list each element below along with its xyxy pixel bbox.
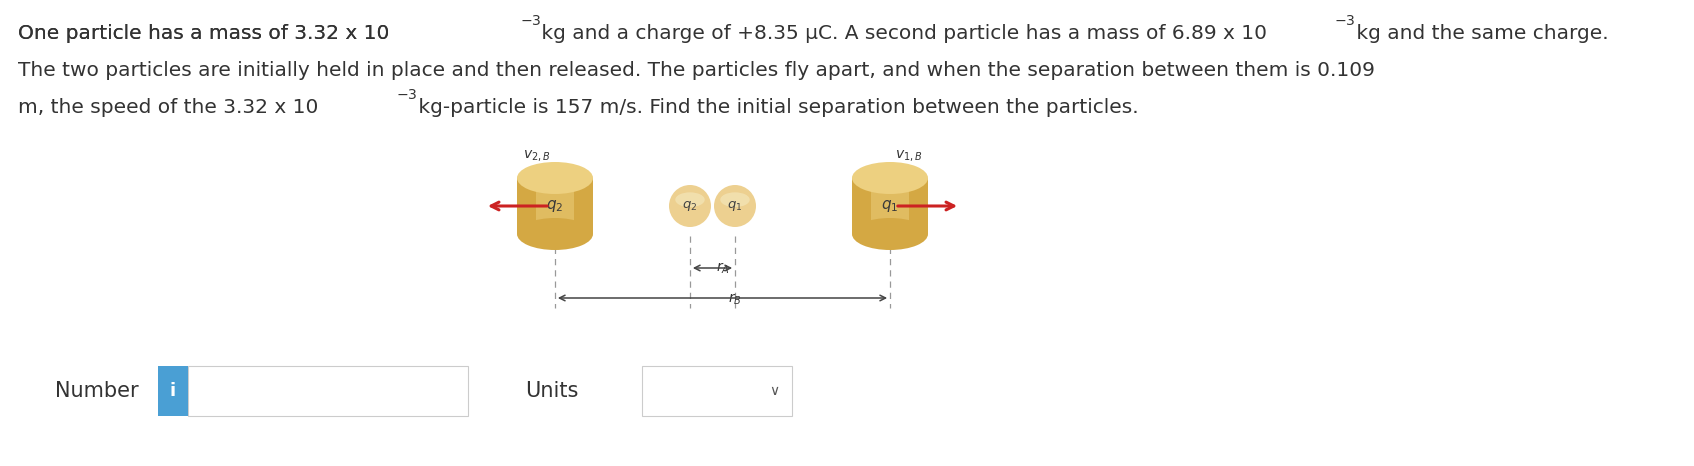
Text: One particle has a mass of 3.32 x 10: One particle has a mass of 3.32 x 10 (19, 24, 390, 43)
Text: kg-particle is 157 m/s. Find the initial separation between the particles.: kg-particle is 157 m/s. Find the initial… (412, 98, 1138, 117)
Text: $r_A$: $r_A$ (717, 260, 730, 276)
Text: $v_{2,B}$: $v_{2,B}$ (522, 149, 551, 164)
Text: $q_1$: $q_1$ (881, 198, 900, 214)
Ellipse shape (852, 218, 928, 250)
FancyBboxPatch shape (871, 178, 910, 234)
Ellipse shape (676, 192, 705, 207)
Text: $q_2$: $q_2$ (683, 199, 698, 213)
Text: One particle has a mass of 3.32 x 10: One particle has a mass of 3.32 x 10 (19, 24, 390, 43)
Ellipse shape (852, 162, 928, 194)
Ellipse shape (713, 185, 756, 227)
Text: $v_{1,B}$: $v_{1,B}$ (894, 149, 923, 164)
Text: m, the speed of the 3.32 x 10: m, the speed of the 3.32 x 10 (19, 98, 318, 117)
Text: The two particles are initially held in place and then released. The particles f: The two particles are initially held in … (19, 61, 1376, 80)
FancyBboxPatch shape (535, 178, 574, 234)
Text: kg and a charge of +8.35 μC. A second particle has a mass of 6.89 x 10: kg and a charge of +8.35 μC. A second pa… (535, 24, 1267, 43)
FancyBboxPatch shape (517, 178, 593, 234)
Ellipse shape (669, 185, 711, 227)
Text: Units: Units (525, 381, 578, 401)
Ellipse shape (517, 218, 593, 250)
Text: −3: −3 (396, 88, 418, 102)
Text: −3: −3 (1335, 14, 1355, 28)
Text: −3: −3 (520, 14, 540, 28)
Text: $q_2$: $q_2$ (547, 198, 564, 214)
Text: $q_1$: $q_1$ (727, 199, 742, 213)
FancyBboxPatch shape (852, 178, 928, 234)
Text: $r_B$: $r_B$ (727, 291, 742, 307)
FancyBboxPatch shape (158, 366, 188, 416)
Ellipse shape (517, 162, 593, 194)
Text: ∨: ∨ (769, 384, 779, 398)
Text: Number: Number (54, 381, 139, 401)
FancyBboxPatch shape (642, 366, 793, 416)
Ellipse shape (720, 192, 750, 207)
Text: kg and the same charge.: kg and the same charge. (1350, 24, 1609, 43)
FancyBboxPatch shape (188, 366, 468, 416)
Text: i: i (169, 382, 176, 400)
